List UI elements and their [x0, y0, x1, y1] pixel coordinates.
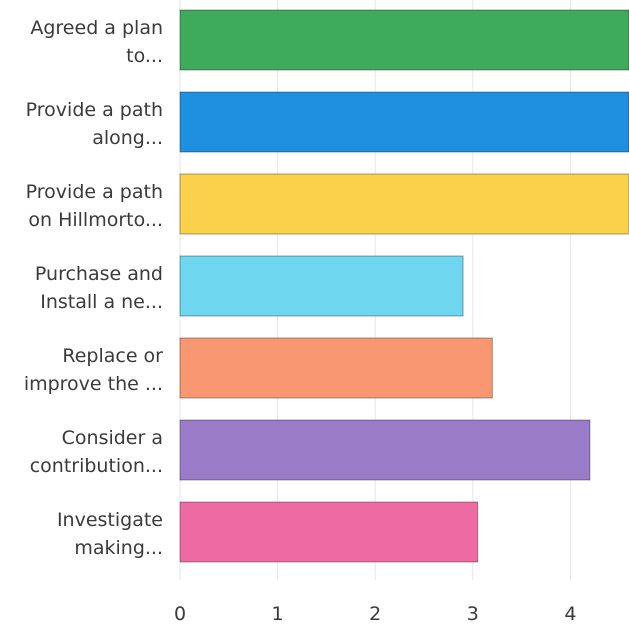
category-label: Investigate: [57, 509, 163, 531]
x-tick-label: 1: [272, 603, 284, 625]
bar-4: [179, 255, 464, 317]
x-tick-label: 3: [467, 603, 479, 625]
bar-6: [179, 419, 591, 481]
category-label: along...: [92, 127, 163, 149]
category-label: on Hillmorto...: [28, 209, 163, 231]
bar-5: [179, 337, 493, 399]
category-label: Provide a path: [26, 181, 163, 203]
category-label: making...: [74, 537, 163, 559]
category-label: Replace or: [62, 345, 163, 367]
category-label: Provide a path: [26, 99, 163, 121]
category-label: improve the ...: [24, 373, 163, 395]
category-label: Purchase and: [35, 263, 163, 285]
x-tick-label: 4: [564, 603, 576, 625]
category-label: to...: [126, 45, 163, 67]
bar-7: [179, 501, 479, 563]
category-label: Install a ne...: [40, 291, 163, 313]
x-tick-label: 2: [369, 603, 381, 625]
bar-3: [179, 173, 629, 235]
category-label: Agreed a plan: [30, 17, 163, 39]
category-label: contribution...: [30, 455, 163, 477]
category-labels: Agreed a plan to... Provide a path along...…: [24, 17, 163, 559]
x-axis-ticks: 0 1 2 3 4: [174, 603, 577, 625]
x-tick-label: 0: [174, 603, 186, 625]
bar-1: [179, 9, 629, 71]
category-label: Consider a: [62, 427, 163, 449]
bars: [179, 9, 629, 563]
bar-2: [179, 91, 629, 153]
